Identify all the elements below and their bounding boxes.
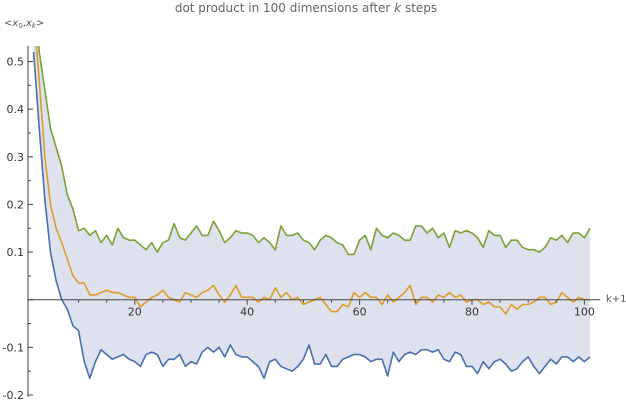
y-tick-label: 0.3 — [7, 151, 25, 164]
x-tick-label: 40 — [240, 306, 254, 319]
axes: 20 40 60 80 100 -0.2 -0.1 0.1 0.2 0.3 0.4 0.5 — [3, 46, 600, 402]
series-line-3 — [32, 51, 591, 380]
y-tick-label: 0.2 — [7, 198, 25, 211]
x-tick-label: 20 — [128, 306, 142, 319]
x-tick-label: 80 — [465, 306, 479, 319]
y-tick-label: -0.1 — [3, 341, 24, 354]
series-line-1 — [38, 46, 591, 256]
x-tick-label: 100 — [574, 306, 595, 319]
plot-area — [32, 46, 591, 380]
confidence-band — [33, 46, 590, 379]
series-line-2 — [35, 46, 590, 315]
y-tick-label: 0.4 — [7, 103, 25, 116]
chart-title: dot product in 100 dimensions after k st… — [175, 1, 437, 15]
x-tick-label: 60 — [353, 306, 367, 319]
y-tick-label: -0.2 — [3, 389, 24, 402]
y-tick-label: 0.5 — [7, 56, 25, 69]
y-tick-label: 0.1 — [7, 246, 25, 259]
x-axis-label: k+1 — [606, 294, 626, 305]
y-axis-label: <x0,xk> — [4, 18, 44, 30]
